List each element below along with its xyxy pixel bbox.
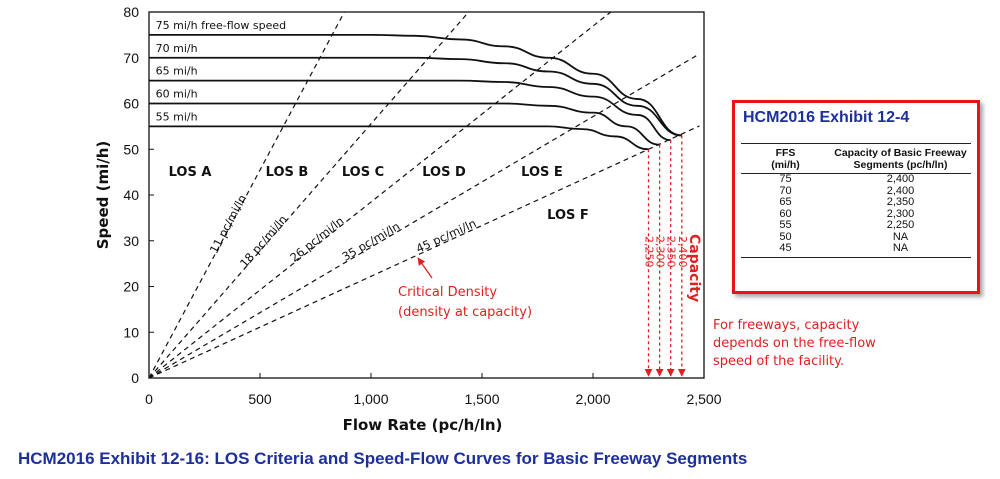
capacity-table-panel: HCM2016 Exhibit 12-4 FFS (mi/h) Capacity… — [732, 100, 980, 294]
y-axis-title: Speed (mi/h) — [94, 141, 112, 250]
capacity-value-label: 2,400 — [676, 236, 689, 268]
capacity-table-row: 75 2,400 — [741, 173, 971, 186]
capacity-value-label: 2,250 — [643, 236, 656, 268]
density-line-label: 11 pc/mi/ln — [207, 192, 250, 256]
y-tick-label: 30 — [123, 233, 139, 249]
capacity-value-label: 2,300 — [654, 236, 667, 268]
density-line-label: 26 pc/mi/ln — [287, 214, 346, 265]
curve-label: 70 mi/h — [156, 42, 198, 55]
density-line-label: 35 pc/mi/ln — [340, 219, 403, 264]
curve-label: 55 mi/h — [156, 110, 198, 123]
los-region-label: LOS E — [521, 165, 563, 180]
speed-flow-curve — [148, 102, 660, 146]
x-tick-label: 2,000 — [575, 391, 610, 407]
annotation-line-1: Critical Density — [398, 285, 497, 300]
capacity-cell: 2,350 — [886, 196, 915, 208]
los-region-label: LOS F — [547, 208, 589, 223]
y-tick-label: 60 — [123, 96, 139, 112]
x-tick-label: 1,000 — [353, 391, 388, 407]
ffs-cell: 65 — [779, 196, 792, 208]
capacity-table-row: 70 2,400 — [741, 184, 971, 198]
capacity-cell: NA — [892, 230, 909, 243]
ffs-cell: 60 — [779, 207, 792, 220]
capacity-table: FFS (mi/h) Capacity of Basic Freeway Seg… — [741, 143, 971, 258]
los-region-label: LOS B — [266, 165, 309, 180]
capacity-header-line1: Capacity of Basic Freeway — [834, 147, 967, 159]
note-line-1: For freeways, capacity — [713, 318, 860, 333]
figure-caption: HCM2016 Exhibit 12-16: LOS Criteria and … — [18, 449, 748, 468]
los-region-label: LOS C — [342, 165, 384, 180]
capacity-table-row: 55 2,250 — [741, 219, 971, 232]
x-tick-label: 0 — [145, 391, 153, 407]
ffs-cell: 50 — [779, 230, 792, 243]
y-tick-label: 50 — [123, 141, 139, 157]
density-line — [148, 11, 612, 379]
capacity-cell: 2,250 — [886, 219, 915, 231]
x-tick-label: 1,500 — [464, 391, 499, 407]
capacity-cell: 2,400 — [886, 184, 915, 197]
plot-frame — [148, 11, 705, 379]
y-tick-label: 0 — [131, 370, 139, 386]
x-tick-label: 500 — [248, 391, 272, 407]
density-line — [148, 125, 700, 379]
ffs-cell: 75 — [779, 173, 792, 185]
speed-flow-curve — [149, 56, 682, 137]
y-tick-label: 10 — [123, 324, 139, 340]
capacity-header-line2: Segments (pc/h/ln) — [853, 159, 948, 171]
curve-label: 65 mi/h — [156, 65, 198, 78]
capacity-cell: 2,300 — [886, 207, 915, 220]
note-line-3: speed of the facility. — [713, 354, 845, 369]
annotation-line-2: (density at capacity) — [398, 305, 532, 320]
speed-flow-curve — [149, 33, 682, 137]
x-axis-title: Flow Rate (pc/h/ln) — [343, 416, 503, 434]
capacity-table-row: 50 NA — [741, 230, 971, 244]
curve-label: 60 mi/h — [156, 88, 198, 101]
capacity-cell: NA — [830, 242, 971, 258]
speed-flow-curve — [148, 125, 649, 151]
capacity-note: For freeways, capacity depends on the fr… — [713, 317, 913, 371]
capacity-table-header-row: FFS (mi/h) Capacity of Basic Freeway Seg… — [741, 143, 971, 174]
los-region-label: LOS D — [422, 165, 466, 180]
capacity-cell: 2,400 — [886, 173, 915, 185]
capacity-title: Capacity — [686, 234, 702, 302]
ffs-cell: 45 — [741, 242, 830, 258]
density-line-label: 45 pc/mi/ln — [414, 216, 479, 256]
curve-label: 75 mi/h free-flow speed — [156, 19, 286, 32]
ffs-cell: 70 — [779, 184, 792, 197]
ffs-header-line1: FFS — [775, 147, 796, 159]
y-tick-label: 70 — [123, 50, 139, 66]
ffs-header-line2: (mi/h) — [771, 159, 800, 171]
density-line-label: 18 pc/mi/ln — [237, 212, 290, 270]
y-tick-label: 40 — [123, 187, 139, 203]
capacity-table-row: 60 2,300 — [741, 207, 971, 221]
ffs-cell: 55 — [779, 219, 792, 231]
capacity-table-row: 45 NA — [741, 242, 971, 258]
capacity-table-title: HCM2016 Exhibit 12-4 — [743, 109, 910, 126]
los-region-label: LOS A — [169, 165, 212, 180]
capacity-value-label: 2,350 — [665, 236, 678, 268]
annotation-arrow — [417, 257, 433, 279]
capacity-column-header: Capacity of Basic Freeway Segments (pc/h… — [830, 143, 971, 174]
note-line-2: depends on the free-flow — [713, 336, 876, 351]
density-line — [148, 11, 345, 379]
capacity-table-row: 65 2,350 — [741, 196, 971, 209]
density-line — [148, 53, 700, 379]
speed-flow-curve — [149, 79, 671, 141]
x-tick-label: 2,500 — [686, 391, 721, 407]
y-tick-label: 80 — [123, 4, 139, 20]
y-tick-label: 20 — [123, 279, 139, 295]
ffs-column-header: FFS (mi/h) — [741, 143, 830, 174]
